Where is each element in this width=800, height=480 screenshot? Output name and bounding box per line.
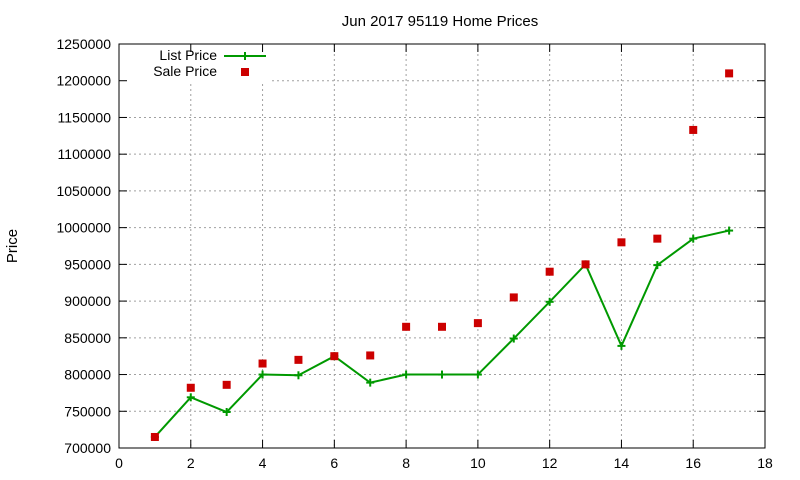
legend: List Price Sale Price bbox=[153, 47, 266, 79]
axes: 700000 750000 800000 850000 900000 950000 1000… bbox=[56, 36, 773, 471]
series-sale-price bbox=[150, 69, 734, 441]
y-tick-label: 1050000 bbox=[56, 183, 111, 199]
y-tick-label: 1250000 bbox=[56, 36, 111, 52]
sale-price-point bbox=[186, 383, 195, 392]
legend-sample-sale-price bbox=[241, 68, 249, 76]
y-tick-label: 800000 bbox=[64, 367, 111, 383]
sale-price-point bbox=[653, 234, 662, 243]
chart-title: Jun 2017 95119 Home Prices bbox=[342, 13, 539, 30]
list-price-point bbox=[653, 261, 662, 270]
sale-price-point bbox=[402, 322, 411, 331]
y-tick-label: 700000 bbox=[64, 440, 111, 456]
sale-price-point bbox=[222, 380, 231, 389]
sale-price-point bbox=[725, 69, 734, 78]
y-tick-label: 850000 bbox=[64, 330, 111, 346]
x-tick-label: 14 bbox=[614, 455, 630, 471]
x-tick-label: 8 bbox=[402, 455, 410, 471]
x-tick-label: 12 bbox=[542, 455, 558, 471]
list-price-point bbox=[366, 378, 375, 387]
list-price-point bbox=[258, 370, 267, 379]
series-list-price bbox=[150, 226, 734, 441]
sale-price-point bbox=[545, 267, 554, 276]
x-tick-label: 0 bbox=[115, 455, 123, 471]
list-price-point bbox=[509, 334, 518, 343]
sale-price-point bbox=[366, 351, 375, 360]
list-price-point bbox=[725, 226, 734, 235]
list-price-point bbox=[545, 297, 554, 306]
sale-price-point bbox=[150, 432, 159, 441]
y-tick-label: 750000 bbox=[64, 403, 111, 419]
list-price-point bbox=[473, 370, 482, 379]
x-tick-label: 6 bbox=[330, 455, 338, 471]
x-tick-label: 4 bbox=[259, 455, 267, 471]
y-tick-label: 1150000 bbox=[58, 109, 112, 125]
sale-price-point bbox=[689, 125, 698, 134]
list-price-point bbox=[402, 370, 411, 379]
y-tick-label: 1200000 bbox=[56, 73, 111, 89]
list-price-point bbox=[294, 371, 303, 380]
sale-price-point bbox=[473, 319, 482, 328]
y-tick-label: 900000 bbox=[64, 293, 111, 309]
plot-border bbox=[118, 43, 766, 449]
sale-price-point bbox=[330, 352, 339, 361]
series bbox=[150, 69, 734, 441]
x-tick-label: 2 bbox=[187, 455, 195, 471]
list-price-point bbox=[186, 393, 195, 402]
list-price-point bbox=[617, 341, 626, 350]
list-price-point bbox=[222, 408, 231, 417]
y-tick-label: 1100000 bbox=[58, 146, 112, 162]
legend-sample-list-price bbox=[224, 52, 266, 60]
y-tick-label: 950000 bbox=[64, 256, 111, 272]
list-price-line bbox=[154, 229, 730, 438]
y-axis-label: Price bbox=[4, 229, 21, 263]
sale-price-point bbox=[617, 238, 626, 247]
sale-price-point bbox=[294, 355, 303, 364]
legend-label-list-price: List Price bbox=[159, 47, 217, 63]
legend-label-sale-price: Sale Price bbox=[153, 63, 217, 79]
list-price-point bbox=[438, 370, 446, 379]
x-tick-label: 18 bbox=[757, 455, 773, 471]
x-tick-label: 10 bbox=[470, 455, 486, 471]
sale-price-point bbox=[509, 293, 518, 302]
y-tick-label: 1000000 bbox=[56, 220, 111, 236]
grid bbox=[119, 44, 765, 448]
x-tick-label: 16 bbox=[685, 455, 701, 471]
sale-price-point bbox=[438, 322, 446, 331]
sale-price-point bbox=[258, 359, 267, 368]
list-price-point bbox=[689, 234, 698, 243]
sale-price-point bbox=[581, 260, 590, 269]
